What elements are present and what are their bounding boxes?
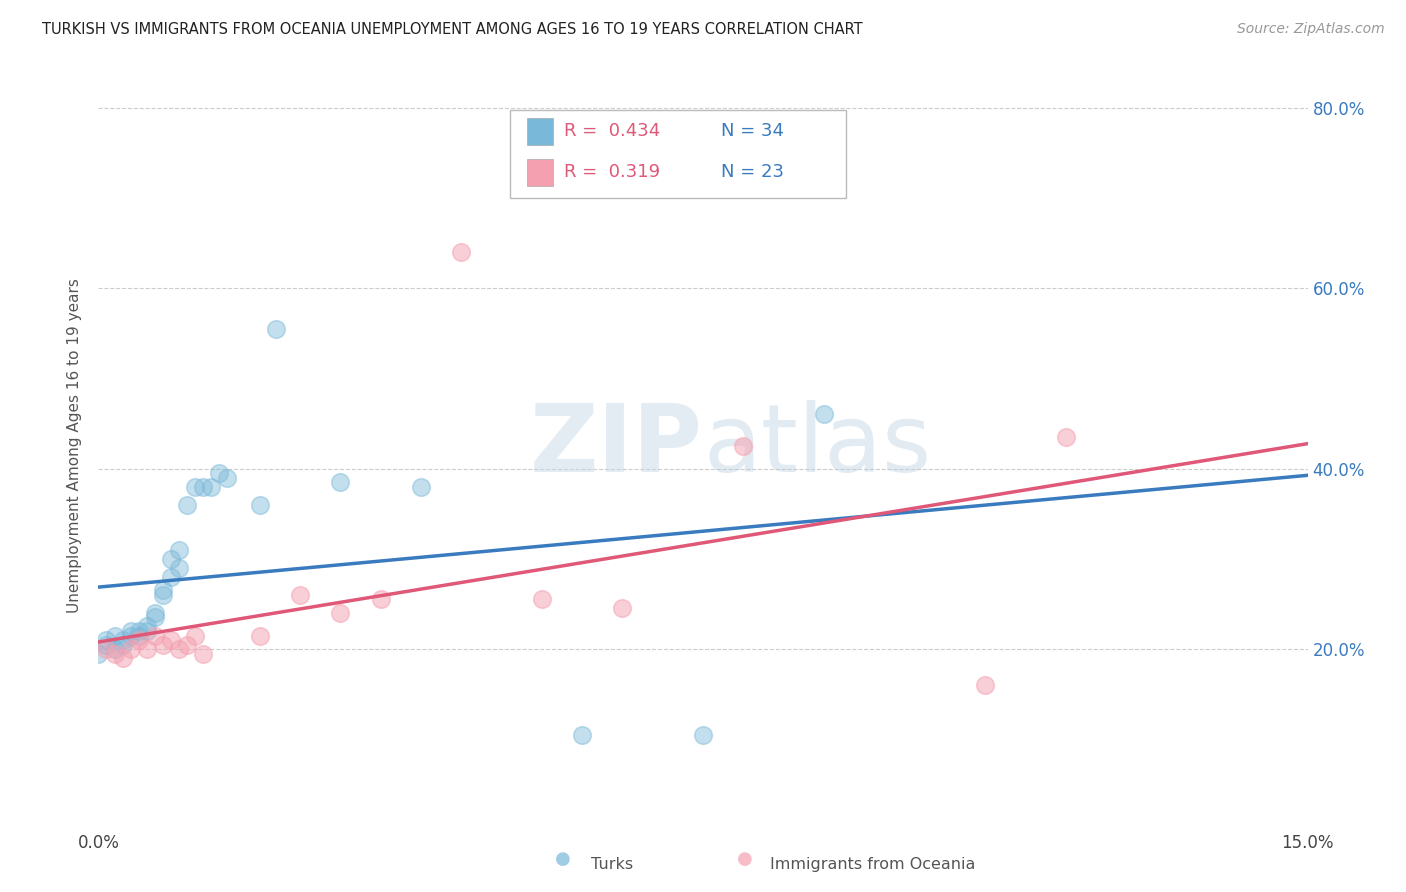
Point: [264, 321, 287, 335]
Text: N = 34: N = 34: [721, 122, 785, 140]
Point: [167, 542, 190, 557]
Point: [96, 633, 118, 648]
Point: [103, 628, 125, 642]
Text: TURKISH VS IMMIGRANTS FROM OCEANIA UNEMPLOYMENT AMONG AGES 16 TO 19 YEARS CORREL: TURKISH VS IMMIGRANTS FROM OCEANIA UNEMP…: [42, 22, 863, 37]
Point: [249, 498, 271, 512]
Y-axis label: Unemployment Among Ages 16 to 19 years: Unemployment Among Ages 16 to 19 years: [67, 278, 83, 614]
Point: [450, 244, 472, 259]
Point: [200, 480, 222, 494]
Text: ●: ●: [737, 850, 754, 868]
Text: N = 23: N = 23: [721, 163, 785, 181]
Point: [96, 638, 118, 652]
Point: [184, 480, 207, 494]
Point: [193, 647, 215, 661]
Text: atlas: atlas: [703, 400, 931, 492]
Point: [530, 592, 553, 607]
Point: [135, 619, 157, 633]
Point: [143, 606, 166, 620]
Point: [249, 628, 271, 642]
Point: [733, 439, 755, 453]
Point: [120, 642, 142, 657]
Point: [184, 628, 207, 642]
Point: [217, 470, 239, 484]
Point: [135, 624, 157, 638]
Text: ZIP: ZIP: [530, 400, 703, 492]
Point: [329, 475, 352, 489]
Point: [692, 728, 714, 742]
Point: [160, 570, 183, 584]
Point: [176, 638, 198, 652]
Text: Source: ZipAtlas.com: Source: ZipAtlas.com: [1237, 22, 1385, 37]
Point: [120, 628, 142, 642]
Text: Turks: Turks: [591, 857, 633, 872]
Point: [1054, 430, 1077, 444]
Point: [111, 651, 134, 665]
Point: [813, 408, 835, 422]
Point: [571, 728, 593, 742]
Point: [409, 480, 432, 494]
Point: [128, 624, 150, 638]
Text: Immigrants from Oceania: Immigrants from Oceania: [770, 857, 976, 872]
Point: [193, 480, 215, 494]
Point: [128, 628, 150, 642]
Point: [103, 642, 125, 657]
Point: [143, 628, 166, 642]
Point: [176, 498, 198, 512]
Point: [612, 601, 634, 615]
Text: ●: ●: [554, 850, 571, 868]
Point: [329, 606, 352, 620]
Point: [974, 678, 997, 692]
Point: [120, 624, 142, 638]
Point: [96, 642, 118, 657]
Point: [152, 638, 174, 652]
Point: [160, 551, 183, 566]
Point: [87, 647, 110, 661]
Point: [103, 647, 125, 661]
Text: R =  0.434: R = 0.434: [564, 122, 659, 140]
Point: [111, 633, 134, 648]
Point: [152, 583, 174, 598]
Point: [167, 561, 190, 575]
Point: [128, 633, 150, 648]
Point: [167, 642, 190, 657]
Point: [135, 642, 157, 657]
Point: [288, 588, 311, 602]
Point: [111, 638, 134, 652]
Point: [160, 633, 183, 648]
Text: R =  0.319: R = 0.319: [564, 163, 659, 181]
Point: [208, 466, 231, 480]
Point: [370, 592, 392, 607]
Point: [152, 588, 174, 602]
Point: [143, 610, 166, 624]
